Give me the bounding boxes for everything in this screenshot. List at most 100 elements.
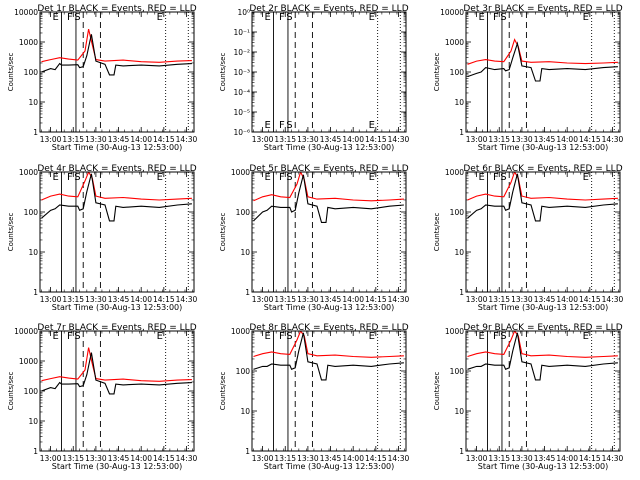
x-tick-label: 14:00 [130,135,152,144]
x-tick-label: 13:45 [320,295,342,304]
x-tick-label: 14:00 [556,454,578,463]
y-tick-label: 10 [28,417,38,426]
x-tick-label: 13:00 [466,135,488,144]
x-tick-label: 14:30 [602,454,624,463]
panel-6: Det 6r BLACK = Events, RED = LLD 1 10 100 10… [433,164,624,312]
y-tick-label: 10⁰ [237,8,250,17]
x-tick-label: 13:15 [274,295,296,304]
marker-label-top: E [583,331,589,342]
panel-9: Det 9r BLACK = Events, RED = LLD 1 10 100 10… [433,323,624,471]
y-tick-label: 1000 [445,168,464,177]
x-tick-label: 13:45 [108,295,130,304]
x-tick-label: 14:30 [176,295,198,304]
x-tick-label: 13:45 [534,295,556,304]
marker-label-top: E [369,331,375,342]
series-line-black [467,332,618,381]
marker-label-top: E [264,12,270,23]
x-tick-label: 13:00 [466,295,488,304]
y-tick-label: 10 [240,248,250,257]
x-tick-label: 13:00 [40,454,62,463]
marker-label-top: E [583,172,589,183]
x-tick-label: 13:15 [274,454,296,463]
x-tick-label: 13:30 [511,454,533,463]
x-tick-label: 13:30 [511,295,533,304]
y-tick-label: 1 [459,128,464,137]
x-axis-label: Start Time (30-Aug-13 12:53:00) [478,143,609,152]
x-axis-label: Start Time (30-Aug-13 12:53:00) [264,143,395,152]
y-tick-label: 100 [450,367,465,376]
y-tick-label: 100 [450,68,465,77]
y-tick-label: 1000 [19,168,38,177]
panel-title: Det 5r BLACK = Events, RED = LLD [249,164,408,174]
series-line-red [253,172,404,202]
marker-label-bottom: E [369,120,375,131]
x-tick-label: 13:15 [274,135,296,144]
y-axis-label: Counts/sec [433,53,441,92]
x-tick-label: 14:00 [130,454,152,463]
plot-frame [251,330,407,452]
y-tick-label: 10000 [440,8,464,17]
x-tick-label: 14:15 [365,295,387,304]
series-group [253,172,404,223]
series-line-black [467,41,618,82]
marker-label-top: E [52,331,58,342]
series-group [467,172,618,222]
x-tick-label: 13:00 [40,295,62,304]
y-axis-label: Counts/sec [7,372,15,411]
y-tick-label: 10 [454,248,464,257]
marker-label-top: E [369,172,375,183]
marker-label-top: S [500,12,506,23]
series-line-black [41,173,192,222]
marker-label-top: S [286,172,292,183]
x-axis-label: Start Time (30-Aug-13 12:53:00) [52,462,183,471]
series-line-red [41,28,192,63]
x-tick-label: 14:15 [579,135,601,144]
marker-label-top: E [583,12,589,23]
y-axis-label: Counts/sec [219,53,227,92]
panel-title: Det 8r BLACK = Events, RED = LLD [249,323,408,333]
y-tick-label: 10000 [14,327,38,336]
marker-label-top: E [478,331,484,342]
x-axis-label: Start Time (30-Aug-13 12:53:00) [264,303,395,312]
y-tick-label: 100 [24,68,39,77]
y-tick-label: 10⁻⁶ [233,128,250,137]
marker-label-top: F [67,331,73,342]
marker-label-bottom: F [279,120,285,131]
x-tick-label: 14:30 [602,295,624,304]
marker-label-top: E [157,12,163,23]
x-tick-label: 13:30 [297,454,319,463]
y-tick-label: 10 [28,98,38,107]
marker-label-top: S [74,331,80,342]
marker-label-top: F [279,172,285,183]
x-axis-label: Start Time (30-Aug-13 12:53:00) [478,462,609,471]
y-tick-label: 100 [236,208,251,217]
y-tick-label: 10⁻³ [233,68,250,77]
y-tick-label: 100 [236,367,251,376]
marker-label-bottom: S [286,120,292,131]
marker-label-top: E [52,12,58,23]
x-tick-label: 13:30 [85,135,107,144]
series-line-black [467,173,618,222]
x-tick-label: 14:15 [153,454,175,463]
marker-label-top: F [67,172,73,183]
series-line-black [41,352,192,395]
marker-label-top: F [493,331,499,342]
marker-label-top: S [286,331,292,342]
y-tick-label: 1 [33,128,38,137]
series-group [41,347,192,395]
marker-label-top: F [67,12,73,23]
panel-title: Det 2r BLACK = Events, RED = LLD [249,4,408,14]
panel-5: Det 5r BLACK = Events, RED = LLD 1 10 100 10… [219,164,410,312]
y-tick-label: 10⁻² [233,48,250,57]
x-tick-label: 13:15 [488,295,510,304]
x-tick-label: 14:00 [130,295,152,304]
y-tick-label: 1 [245,447,250,456]
marker-label-top: F [493,172,499,183]
panel-title: Det 4r BLACK = Events, RED = LLD [37,164,196,174]
x-tick-label: 14:15 [365,135,387,144]
series-line-red [467,331,618,358]
marker-label-top: E [52,172,58,183]
x-tick-label: 14:30 [388,295,410,304]
panel-1: Det 1r BLACK = Events, RED = LLD 1 10 100 10… [7,4,198,152]
x-tick-label: 14:30 [176,135,198,144]
